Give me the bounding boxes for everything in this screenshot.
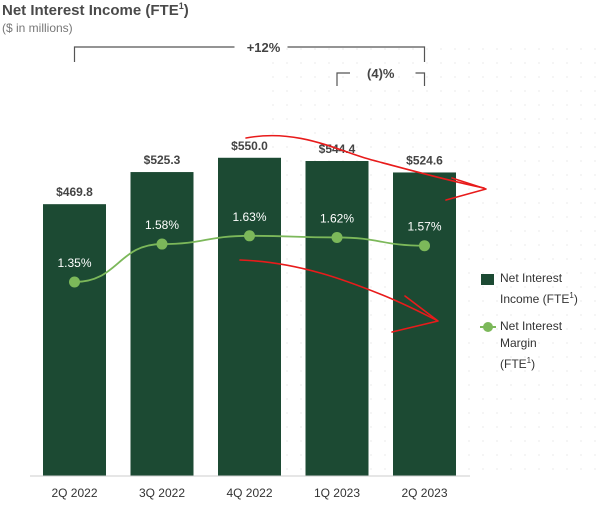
- legend-label-nim-line2: Margin: [500, 336, 537, 350]
- margin-value-label-5: 1.57%: [407, 220, 441, 234]
- annotation-arrow-2: [239, 259, 437, 321]
- bracket-qoq-label: (4)%: [367, 66, 395, 81]
- bar-value-label-5: $524.6: [406, 153, 443, 167]
- chart-title: Net Interest Income (FTE1): [2, 1, 189, 19]
- legend-label-nim-line1: Net Interest: [500, 319, 563, 333]
- legend-item-nii: Net Interest Income (FTE1): [480, 270, 600, 308]
- margin-value-label-4: 1.62%: [320, 211, 354, 225]
- margin-point-5: [419, 240, 430, 252]
- bar-value-label-1: $469.8: [56, 185, 93, 199]
- x-tick-label-1: 2Q 2022: [51, 486, 97, 500]
- margin-point-1: [69, 276, 80, 288]
- chart-subtitle: ($ in millions): [2, 21, 73, 35]
- legend-label-nim-line3: (FTE1): [500, 356, 536, 371]
- margin-point-4: [331, 231, 343, 243]
- legend-swatch-bar: [481, 274, 494, 285]
- bar-4: [305, 161, 369, 476]
- legend-label-nii-line2: Income (FTE1): [500, 291, 578, 306]
- bar-value-label-2: $525.3: [144, 153, 181, 167]
- margin-point-2: [156, 238, 168, 250]
- legend-swatch-line: [480, 322, 496, 332]
- margin-point-3: [244, 230, 255, 242]
- annotation-arrow-2-head: [391, 295, 439, 333]
- bracket-qoq: [336, 72, 426, 86]
- bar-3: [218, 157, 281, 476]
- margin-value-label-2: 1.58%: [145, 218, 179, 232]
- annotation-arrow-1-head: [445, 177, 487, 201]
- x-tick-label-4: 1Q 2023: [314, 486, 360, 500]
- margin-value-label-1: 1.35%: [57, 256, 91, 270]
- annotation-arrow-1: [245, 134, 485, 189]
- x-tick-label-2: 3Q 2022: [139, 486, 185, 500]
- bar-2: [130, 172, 194, 477]
- legend: Net Interest Income (FTE1) Net Interest …: [480, 270, 600, 383]
- bracket-yoy: [73, 46, 426, 62]
- bracket-yoy-label: +12%: [247, 40, 281, 55]
- legend-item-nim: Net Interest Margin (FTE1): [480, 318, 600, 373]
- bar-1: [43, 204, 106, 477]
- x-tick-label-5: 2Q 2023: [401, 486, 447, 500]
- legend-label-nii-line1: Net Interest: [500, 271, 563, 285]
- margin-value-label-3: 1.63%: [232, 210, 266, 224]
- x-tick-label-3: 4Q 2022: [226, 486, 272, 500]
- bar-value-label-3: $550.0: [231, 139, 268, 153]
